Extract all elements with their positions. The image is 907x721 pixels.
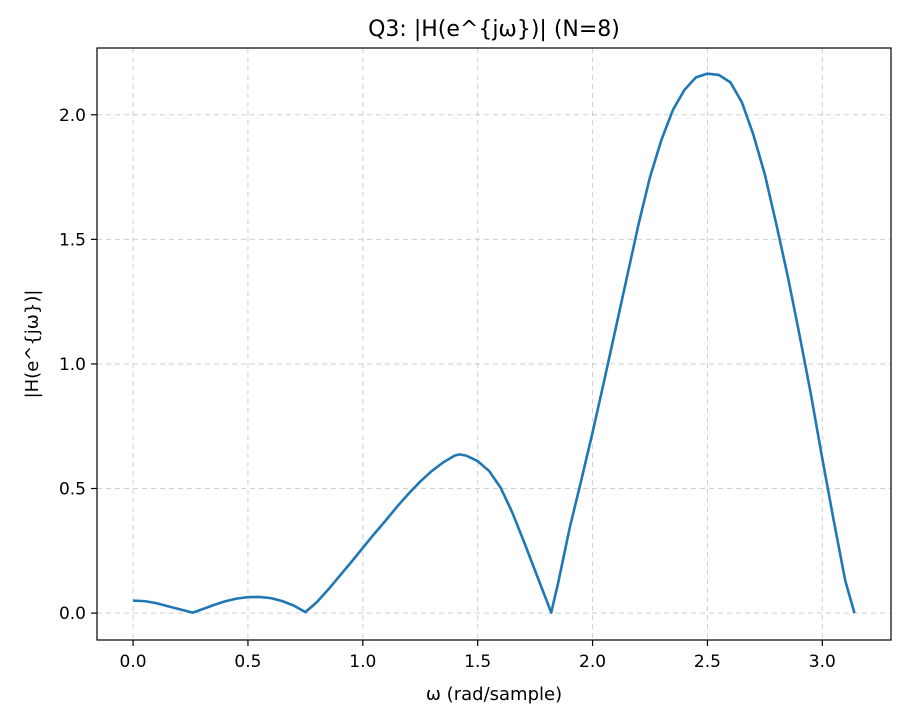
y-axis-label: |H(e^{jω})| — [22, 290, 43, 399]
x-tick-label: 1.5 — [464, 652, 491, 672]
y-tick-label: 2.0 — [59, 106, 86, 126]
y-tick-label: 1.0 — [59, 355, 86, 375]
series-layer — [133, 72, 856, 614]
ticks: 0.0 0.5 1.0 1.5 2.0 2.5 3.0 0.0 0.5 1.0 1.5 2.0 — [59, 106, 836, 672]
x-tick-label: 1.0 — [349, 652, 376, 672]
series-line — [133, 72, 856, 614]
grid — [97, 48, 891, 640]
x-axis-label: ω (rad/sample) — [426, 684, 562, 705]
chart-title: Q3: |H(e^{jω})| (N=8) — [368, 17, 620, 42]
x-tick-label: 0.0 — [120, 652, 147, 672]
y-tick-label: 1.5 — [59, 230, 86, 250]
x-tick-label: 2.5 — [694, 652, 721, 672]
y-tick-label: 0.0 — [59, 604, 86, 624]
x-tick-label: 3.0 — [809, 652, 836, 672]
x-tick-label: 2.0 — [579, 652, 606, 672]
x-tick-label: 0.5 — [234, 652, 261, 672]
plot-frame — [96, 47, 892, 641]
y-tick-label: 0.5 — [59, 480, 86, 500]
